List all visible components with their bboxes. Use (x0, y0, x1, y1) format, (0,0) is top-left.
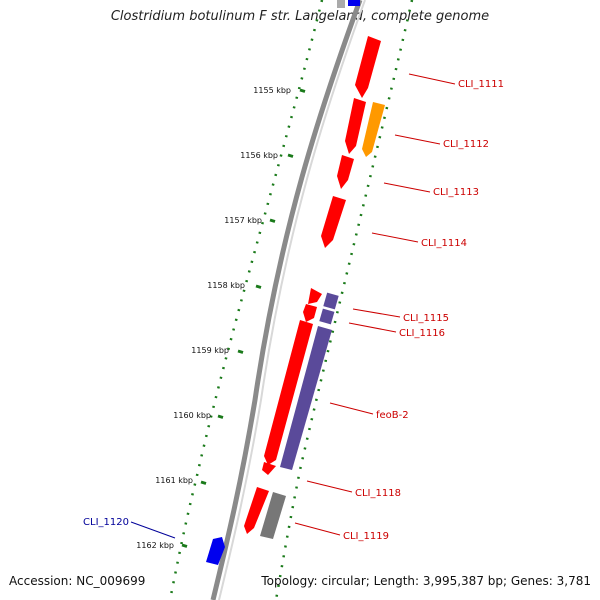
gene-leader-line (371, 232, 419, 243)
gene-arrow-feob-2[interactable] (280, 326, 332, 470)
gene-arrow-cli-1116-red[interactable] (303, 304, 317, 322)
gene-arrow-cli-1111[interactable] (355, 36, 381, 98)
partial-gene-blue (348, 0, 360, 6)
gene-arrow-cli-1114[interactable] (321, 196, 346, 248)
gene-tick-track (274, 0, 414, 600)
gene-label[interactable]: CLI_1118 (355, 488, 401, 499)
partial-gene-gray (337, 0, 345, 8)
kbp-tick-track (168, 0, 324, 600)
gene-label[interactable]: CLI_1113 (433, 187, 479, 198)
gene-label[interactable]: CLI_1119 (343, 531, 389, 542)
kbp-tick-mark (200, 480, 207, 485)
kbp-label: 1158 kbp (207, 281, 245, 290)
gene-leader-line (352, 308, 401, 318)
gene-leader-line (306, 480, 353, 493)
gene-arrow-cli-1115-red[interactable] (308, 288, 322, 304)
gene-label[interactable]: CLI_1120 (83, 517, 129, 528)
gene-leader-line (348, 322, 397, 333)
kbp-label: 1162 kbp (136, 541, 174, 550)
genome-backbone (210, 0, 363, 600)
gene-leader-line (130, 521, 176, 539)
kbp-label: 1159 kbp (191, 346, 229, 355)
gene-leader-line (329, 402, 374, 415)
gene-label[interactable]: CLI_1112 (443, 139, 489, 150)
kbp-label: 1160 kbp (173, 411, 211, 420)
gene-arrow-feob-2-red[interactable] (264, 320, 313, 465)
kbp-tick-mark (181, 543, 188, 548)
gene-arrow-cli-1113[interactable] (337, 155, 354, 189)
gene-label[interactable]: CLI_1114 (421, 238, 467, 249)
gene-label[interactable]: feoB-2 (376, 410, 409, 421)
gene-leader-line (408, 73, 456, 85)
kbp-tick-mark (237, 349, 244, 354)
gene-label[interactable]: CLI_1111 (458, 79, 504, 90)
gene-arrow-cli-1115[interactable] (323, 292, 339, 310)
kbp-tick-mark (299, 88, 306, 93)
gene-arrow-cli-1116[interactable] (319, 308, 335, 325)
gene-arrow-small-red[interactable] (262, 462, 276, 475)
map-title: Clostridium botulinum F str. Langeland, … (110, 9, 490, 24)
gene-arrow-cli-1111b[interactable] (345, 98, 366, 154)
gene-arrow-cli-1119[interactable] (260, 492, 286, 539)
accession-text: Accession: NC_009699 (9, 574, 146, 588)
topology-stats-text: Topology: circular; Length: 3,995,387 bp… (261, 574, 591, 588)
gene-leader-line (383, 182, 431, 193)
gene-leader-line (294, 522, 341, 536)
gene-arrow-cli-1120[interactable] (206, 537, 225, 565)
kbp-tick-mark (269, 218, 276, 223)
gene-arrow-cli-1112[interactable] (362, 102, 385, 157)
kbp-tick-mark (287, 153, 294, 158)
gene-label[interactable]: CLI_1115 (403, 313, 449, 324)
kbp-tick-mark (217, 414, 224, 419)
genome-backbone-highlight (218, 0, 366, 600)
gene-leader-line (394, 134, 441, 145)
kbp-label: 1156 kbp (240, 151, 278, 160)
gene-arrow-cli-1118[interactable] (244, 487, 269, 534)
kbp-label: 1157 kbp (224, 216, 262, 225)
kbp-label: 1155 kbp (253, 86, 291, 95)
kbp-label: 1161 kbp (155, 476, 193, 485)
kbp-tick-mark (255, 284, 262, 289)
gene-label[interactable]: CLI_1116 (399, 328, 445, 339)
